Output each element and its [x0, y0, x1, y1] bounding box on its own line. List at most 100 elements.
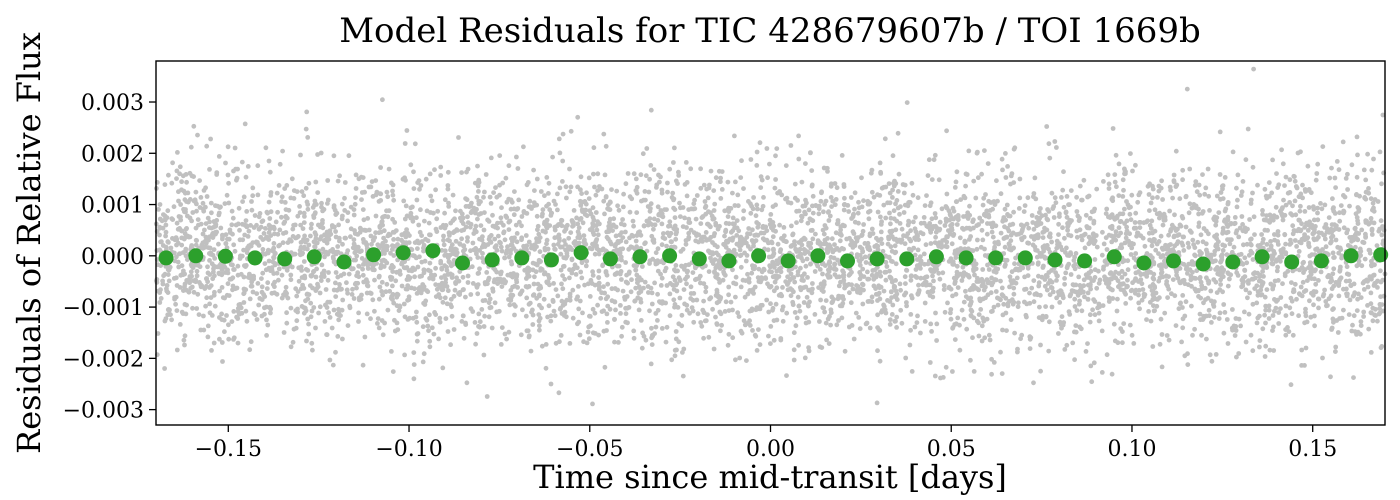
- raw-residual-point: [406, 297, 412, 303]
- raw-residual-point: [540, 207, 546, 213]
- raw-residual-point: [552, 313, 558, 319]
- raw-residual-point: [734, 233, 740, 238]
- raw-residual-point: [1246, 281, 1251, 286]
- raw-residual-point: [928, 241, 934, 246]
- raw-residual-point: [1151, 303, 1156, 309]
- raw-residual-point: [1354, 174, 1360, 180]
- raw-residual-point: [746, 199, 751, 204]
- raw-residual-point: [1273, 204, 1279, 210]
- raw-residual-point: [207, 301, 213, 307]
- raw-residual-point: [671, 160, 676, 165]
- raw-residual-point: [279, 214, 284, 220]
- raw-residual-point: [1037, 304, 1042, 310]
- raw-residual-point: [832, 262, 837, 268]
- raw-residual-point: [511, 246, 517, 251]
- raw-residual-point: [743, 258, 749, 264]
- raw-residual-point: [766, 333, 771, 339]
- raw-residual-point: [744, 253, 750, 258]
- raw-residual-point: [1273, 258, 1279, 264]
- raw-residual-point: [803, 315, 809, 320]
- raw-residual-point: [1307, 298, 1312, 304]
- raw-residual-point: [798, 265, 803, 271]
- raw-residual-point: [1105, 172, 1111, 178]
- raw-residual-point: [771, 318, 777, 323]
- raw-residual-point: [949, 241, 955, 247]
- raw-residual-point: [760, 236, 766, 242]
- raw-residual-point: [646, 189, 652, 195]
- raw-residual-point: [441, 233, 446, 239]
- raw-residual-point: [875, 348, 880, 354]
- raw-residual-point: [948, 227, 953, 233]
- raw-residual-point: [809, 168, 815, 174]
- raw-residual-point: [549, 210, 554, 216]
- raw-residual-point: [447, 233, 452, 238]
- raw-residual-point: [1371, 156, 1376, 162]
- raw-residual-point: [669, 357, 675, 363]
- raw-residual-point: [1175, 275, 1181, 281]
- raw-residual-point: [718, 328, 723, 334]
- raw-residual-point: [925, 173, 931, 179]
- raw-residual-point: [356, 319, 361, 324]
- raw-residual-point: [968, 313, 974, 318]
- raw-residual-point: [440, 299, 446, 305]
- raw-residual-point: [1294, 296, 1299, 302]
- raw-residual-point: [266, 265, 272, 271]
- raw-residual-point: [943, 216, 949, 222]
- raw-residual-point: [244, 318, 250, 324]
- raw-residual-point: [857, 276, 863, 282]
- raw-residual-point: [664, 324, 670, 330]
- raw-residual-point: [893, 261, 899, 267]
- raw-residual-point: [744, 234, 750, 240]
- raw-residual-point: [779, 236, 784, 241]
- raw-residual-point: [767, 217, 773, 223]
- raw-residual-point: [1351, 237, 1356, 243]
- raw-residual-point: [434, 286, 440, 292]
- raw-residual-point: [1046, 141, 1052, 147]
- raw-residual-point: [736, 314, 742, 319]
- raw-residual-point: [1173, 148, 1179, 154]
- raw-residual-point: [359, 256, 365, 261]
- raw-residual-point: [857, 262, 863, 268]
- raw-residual-point: [1073, 251, 1079, 256]
- raw-residual-point: [623, 311, 629, 317]
- raw-residual-point: [207, 310, 213, 316]
- raw-residual-point: [850, 286, 856, 292]
- raw-residual-point: [1262, 227, 1268, 233]
- raw-residual-point: [155, 331, 161, 336]
- raw-residual-point: [1307, 219, 1312, 225]
- raw-residual-point: [1270, 328, 1275, 333]
- raw-residual-point: [702, 199, 708, 204]
- raw-residual-point: [1240, 222, 1245, 227]
- raw-residual-point: [1198, 232, 1204, 238]
- raw-residual-point: [236, 205, 242, 211]
- raw-residual-point: [1059, 247, 1065, 253]
- raw-residual-point: [625, 320, 630, 326]
- raw-residual-point: [534, 176, 540, 182]
- raw-residual-point: [1054, 295, 1059, 301]
- raw-residual-point: [927, 360, 933, 365]
- raw-residual-point: [182, 271, 188, 277]
- raw-residual-point: [713, 175, 719, 181]
- raw-residual-point: [719, 322, 724, 328]
- raw-residual-point: [1228, 221, 1234, 227]
- raw-residual-point: [869, 272, 875, 278]
- raw-residual-point: [560, 158, 566, 164]
- raw-residual-point: [264, 333, 269, 338]
- raw-residual-point: [268, 209, 274, 215]
- raw-residual-point: [1172, 243, 1178, 249]
- raw-residual-point: [1248, 332, 1254, 338]
- raw-residual-point: [755, 305, 761, 311]
- raw-residual-point: [1300, 279, 1306, 285]
- raw-residual-point: [553, 202, 558, 207]
- raw-residual-point: [659, 326, 665, 331]
- raw-residual-point: [1152, 207, 1158, 213]
- raw-residual-point: [799, 277, 805, 283]
- raw-residual-point: [1313, 289, 1319, 295]
- raw-residual-point: [795, 272, 801, 278]
- raw-residual-point: [858, 272, 864, 278]
- raw-residual-point: [200, 231, 206, 237]
- raw-residual-point: [1225, 270, 1231, 276]
- raw-residual-point: [999, 285, 1005, 291]
- raw-residual-point: [1288, 382, 1294, 388]
- raw-residual-point: [551, 308, 557, 314]
